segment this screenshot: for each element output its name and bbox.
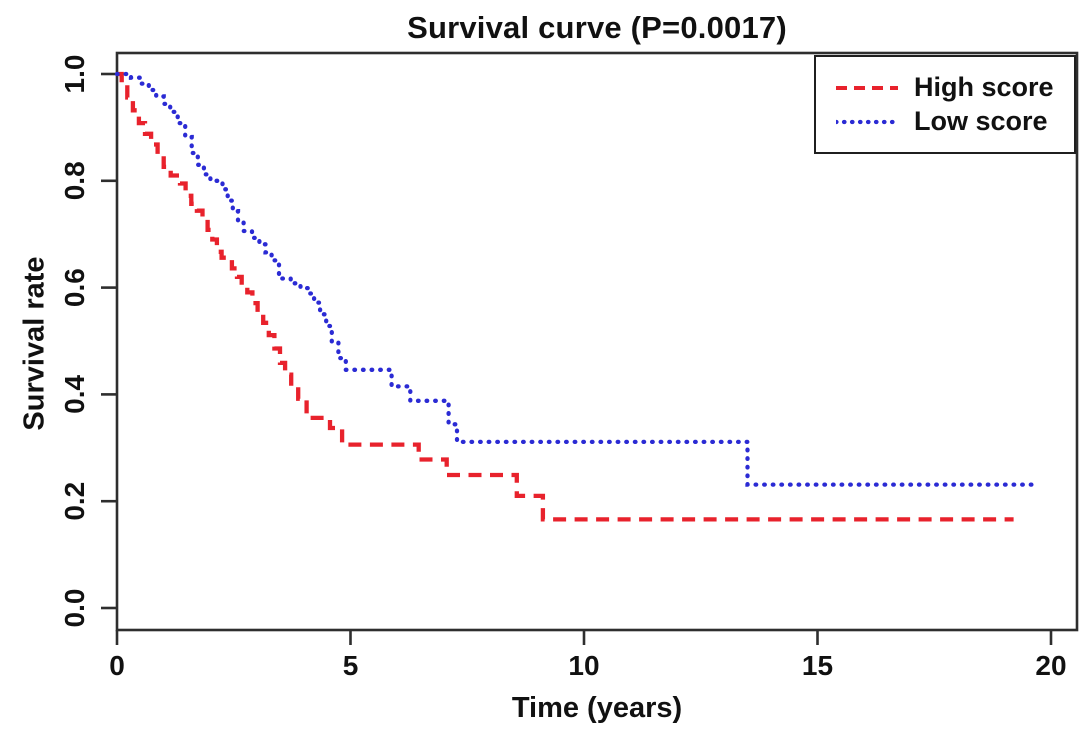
legend-dashed-line-icon	[836, 85, 898, 90]
legend-item-high-score: High score	[836, 74, 1074, 101]
legend-box: High score Low score	[814, 55, 1076, 154]
y-tick-label: 0.6	[59, 268, 90, 307]
chart-title: Survival curve (P=0.0017)	[407, 10, 787, 45]
legend-dotted-line-icon	[836, 119, 898, 124]
plot-border	[115, 51, 1079, 632]
curve-low-score	[114, 71, 1036, 487]
curve-high-score	[117, 71, 1014, 522]
y-tick-label: 1.0	[59, 55, 90, 94]
x-axis-label: Time (years)	[511, 692, 683, 724]
x-tick-label: 10	[568, 650, 599, 681]
x-tick-label: 15	[802, 650, 833, 681]
legend-label: High score	[914, 72, 1054, 102]
legend-label: Low score	[914, 106, 1048, 136]
y-tick-label: 0.8	[59, 161, 90, 200]
legend-item-low-score: Low score	[836, 108, 1074, 135]
y-tick-label: 0.2	[59, 482, 90, 521]
y-tick-label: 0.4	[59, 375, 90, 414]
y-tick-label: 0.0	[59, 589, 90, 628]
y-axis-label: Survival rate	[18, 256, 51, 431]
x-tick-label: 5	[343, 650, 359, 681]
x-tick-label: 20	[1035, 650, 1066, 681]
x-tick-label: 0	[109, 650, 125, 681]
